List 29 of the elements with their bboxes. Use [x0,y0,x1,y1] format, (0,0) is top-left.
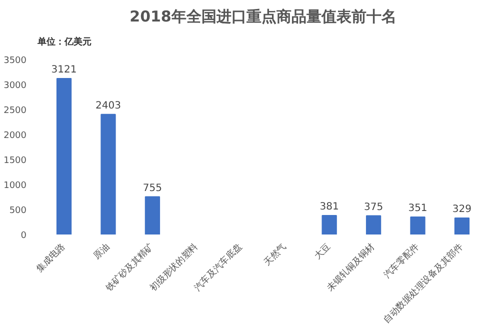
chart-subtitle: 单位：亿美元 [36,36,92,48]
x-tick-label: 原油 [91,241,112,262]
data-label: 375 [364,202,384,213]
bar [366,215,382,234]
bar [454,218,470,234]
data-label: 351 [408,202,428,214]
y-tick-label: 3500 [4,56,27,66]
y-tick-label: 3000 [4,81,27,91]
data-label: 329 [452,204,472,216]
y-tick-label: 0 [20,231,27,241]
bar [100,114,116,234]
x-tick-label: 天然气 [262,241,289,268]
data-label: 3121 [51,64,77,76]
x-tick-label: 集成电路 [34,241,68,274]
y-tick-label: 2500 [4,106,27,116]
y-tick-label: 1500 [4,156,27,166]
chart-title: 2018年全国进口重点商品量值表前十名 [130,8,396,26]
bar [144,196,160,234]
bar [56,78,72,234]
bar [322,214,337,234]
data-label: 755 [142,182,162,194]
y-tick-label: 2000 [4,131,27,141]
x-tick-label: 大豆 [312,241,333,262]
bar [410,216,426,234]
x-tick-label: 汽车零配件 [382,241,422,281]
y-tick-label: 500 [9,206,27,216]
data-label: 381 [320,201,339,212]
y-tick-label: 1000 [4,181,27,191]
data-label: 2403 [96,100,121,112]
